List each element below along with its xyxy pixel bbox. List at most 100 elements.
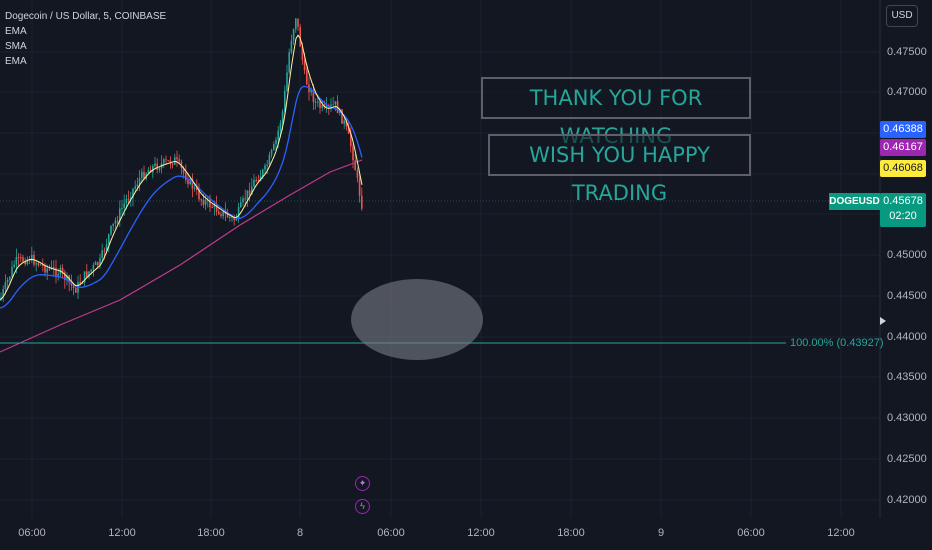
time-axis-label: 9 bbox=[657, 527, 665, 539]
candle-body bbox=[119, 208, 121, 221]
currency-button[interactable]: USD bbox=[886, 5, 918, 27]
legend-indicator-ema-1[interactable]: EMA bbox=[5, 26, 27, 37]
candle-body bbox=[314, 101, 317, 103]
lightning-event-icon[interactable]: ϟ bbox=[355, 499, 370, 514]
legend-indicator-sma[interactable]: SMA bbox=[5, 41, 27, 52]
price-axis-label: 0.43000 bbox=[887, 412, 927, 424]
candle-body bbox=[61, 267, 64, 273]
candle-body bbox=[220, 214, 222, 217]
candle-body bbox=[149, 169, 152, 173]
candle-body bbox=[86, 271, 88, 277]
candle-body bbox=[92, 265, 95, 270]
time-axis-label: 12:00 bbox=[467, 527, 495, 539]
candle-body bbox=[79, 282, 81, 284]
candle-body bbox=[306, 70, 308, 85]
candle-body bbox=[317, 101, 319, 103]
candle-body bbox=[163, 159, 165, 164]
candle-body bbox=[334, 101, 337, 105]
candle-body bbox=[303, 59, 306, 71]
candle-body bbox=[37, 263, 40, 266]
candle-body bbox=[152, 165, 154, 173]
candle-body bbox=[24, 261, 26, 265]
candle-body bbox=[110, 225, 112, 235]
candle-body bbox=[191, 178, 194, 189]
scroll-right-icon[interactable] bbox=[880, 317, 886, 325]
candle-body bbox=[64, 272, 66, 281]
candle-body bbox=[290, 40, 293, 53]
price-axis-label: 0.45000 bbox=[887, 249, 927, 261]
candle-body bbox=[22, 257, 24, 262]
candle-body bbox=[279, 123, 282, 131]
candle-body bbox=[171, 163, 174, 165]
candle-body bbox=[6, 279, 9, 283]
legend-symbol[interactable]: Dogecoin / US Dollar, 5, COINBASE bbox=[5, 11, 167, 22]
candle-body bbox=[345, 120, 348, 127]
candle-body bbox=[255, 179, 257, 181]
ema-yellow-price-tag: 0.46068 bbox=[880, 160, 926, 177]
candle-body bbox=[103, 250, 106, 252]
candle-body bbox=[11, 266, 13, 277]
candle-body bbox=[55, 268, 57, 276]
candle-body bbox=[158, 168, 161, 170]
highlight-ellipse[interactable] bbox=[351, 279, 483, 360]
candle-body bbox=[354, 160, 356, 171]
candle-body bbox=[352, 146, 354, 161]
candle-body bbox=[94, 262, 97, 266]
candle-body bbox=[121, 207, 123, 209]
candle-body bbox=[57, 273, 59, 276]
candle-body bbox=[99, 258, 101, 266]
candle-body bbox=[356, 170, 359, 178]
candle-body bbox=[187, 180, 189, 185]
candle-body bbox=[281, 111, 284, 124]
candle-body bbox=[101, 250, 103, 259]
candle-body bbox=[165, 159, 167, 161]
candle-body bbox=[200, 199, 202, 201]
candle-body bbox=[48, 268, 51, 270]
candle-body bbox=[112, 223, 114, 226]
thank-you-banner[interactable]: THANK YOU FOR WATCHING bbox=[481, 77, 751, 148]
candle-body bbox=[70, 282, 73, 286]
candle-body bbox=[114, 220, 117, 224]
fib-level-label: 100.00% (0.43927) bbox=[790, 337, 884, 349]
candle-body bbox=[226, 213, 229, 218]
time-axis-label: 12:00 bbox=[827, 527, 855, 539]
candle-body bbox=[108, 234, 110, 245]
candle-body bbox=[193, 187, 196, 189]
candle-body bbox=[253, 179, 255, 187]
bar-countdown: 02:20 bbox=[889, 210, 917, 222]
sma-price-tag: 0.46167 bbox=[880, 139, 926, 156]
time-axis-label: 8 bbox=[296, 527, 304, 539]
candle-body bbox=[292, 29, 295, 41]
candle-body bbox=[358, 177, 361, 196]
happy-trading-banner[interactable]: WISH YOU HAPPY TRADING bbox=[488, 134, 751, 205]
price-axis-label: 0.47500 bbox=[887, 46, 927, 58]
candle-body bbox=[35, 263, 37, 265]
candle-body bbox=[361, 195, 363, 209]
candle-body bbox=[209, 199, 211, 208]
plus-event-icon[interactable]: ✦ bbox=[355, 476, 370, 491]
candle-body bbox=[275, 139, 277, 145]
candle-body bbox=[134, 186, 136, 189]
current-price-tag: 0.45678 02:20 bbox=[880, 193, 926, 227]
ema-blue-price-tag: 0.46388 bbox=[880, 121, 926, 138]
candle-body bbox=[248, 190, 251, 195]
candle-body bbox=[244, 198, 246, 200]
candle-body bbox=[319, 101, 321, 108]
candle-body bbox=[215, 204, 218, 212]
candle-body bbox=[259, 176, 262, 182]
candle-body bbox=[310, 90, 312, 93]
candle-body bbox=[9, 276, 11, 280]
candle-body bbox=[202, 199, 205, 205]
candle-body bbox=[2, 289, 4, 298]
candle-body bbox=[31, 254, 33, 261]
candle-body bbox=[90, 269, 92, 272]
candle-body bbox=[182, 168, 185, 173]
candle-body bbox=[88, 271, 90, 277]
candle-body bbox=[286, 72, 288, 91]
candle-body bbox=[237, 207, 240, 219]
candle-body bbox=[240, 202, 242, 208]
legend-indicator-ema-2[interactable]: EMA bbox=[5, 56, 27, 67]
candle-body bbox=[295, 18, 297, 30]
candle-body bbox=[297, 18, 299, 27]
